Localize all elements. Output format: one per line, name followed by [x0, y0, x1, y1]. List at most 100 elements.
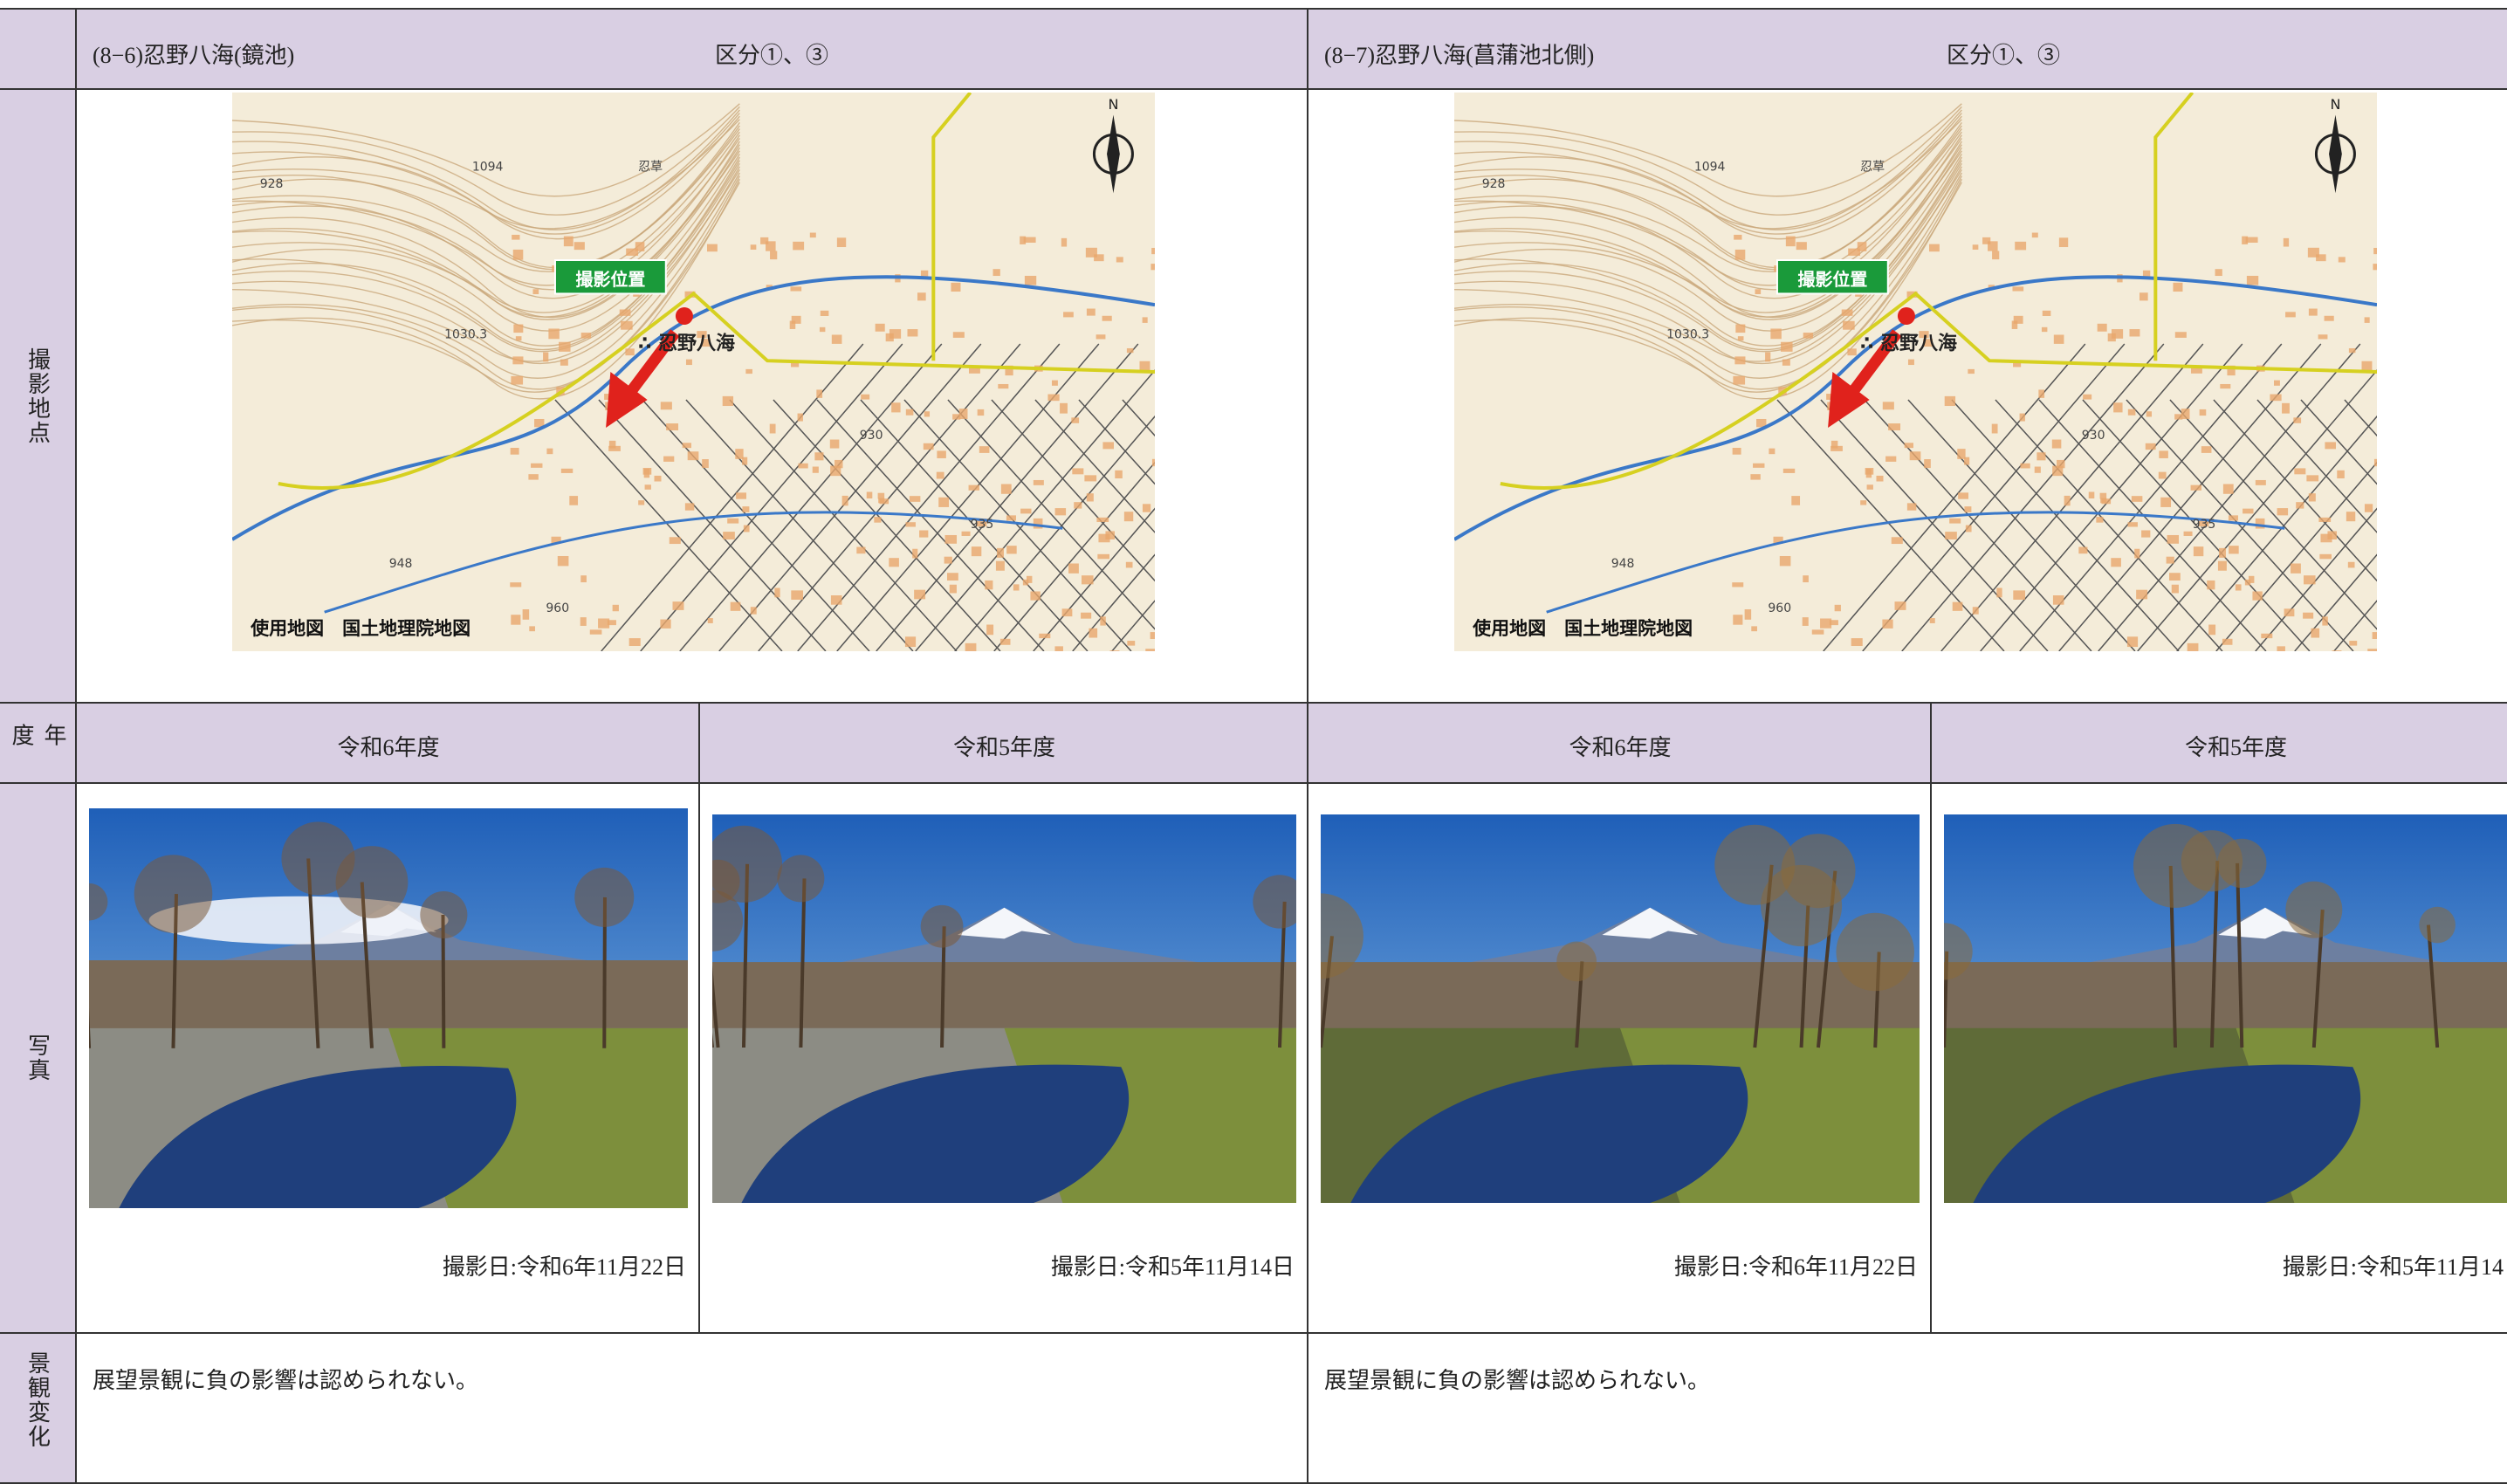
- building: [2304, 575, 2316, 584]
- building: [953, 332, 965, 338]
- building: [2113, 402, 2122, 412]
- building: [580, 575, 587, 582]
- building: [1973, 244, 1979, 250]
- marker-label: 撮影位置: [575, 269, 645, 290]
- building: [1781, 342, 1793, 352]
- building: [2054, 334, 2064, 343]
- building: [2175, 332, 2187, 338]
- map-label: 960: [1768, 601, 1791, 615]
- building: [969, 368, 980, 374]
- building: [626, 249, 638, 256]
- building: [620, 310, 631, 316]
- building: [1780, 556, 1791, 566]
- building: [1071, 417, 1079, 423]
- map-label: 1030.3: [444, 328, 487, 342]
- building: [2346, 512, 2355, 521]
- building: [2222, 639, 2233, 645]
- building: [742, 506, 749, 512]
- building: [609, 441, 615, 449]
- building: [2247, 276, 2258, 285]
- tree-crown: [777, 855, 824, 902]
- building: [2134, 549, 2140, 559]
- marker-label: 撮影位置: [1797, 269, 1867, 290]
- building: [744, 526, 750, 532]
- building: [2325, 442, 2336, 449]
- building: [937, 472, 944, 479]
- remark: 展望景観に負の影響は認められない。: [93, 1363, 478, 1395]
- building: [2348, 562, 2355, 568]
- building: [613, 605, 619, 611]
- site-heading: (8−7)忍野八海(菖蒲池北側): [1324, 38, 1594, 70]
- building: [1145, 649, 1155, 651]
- building: [1783, 469, 1795, 473]
- building: [1063, 312, 1074, 317]
- building: [1953, 602, 1963, 611]
- building: [2136, 590, 2147, 600]
- building: [569, 496, 578, 505]
- building: [798, 464, 807, 469]
- building: [685, 503, 694, 510]
- building: [2064, 496, 2071, 505]
- building: [2042, 327, 2047, 332]
- building: [1735, 325, 1745, 333]
- map-label: 935: [971, 518, 994, 532]
- building: [2373, 632, 2377, 639]
- building: [2207, 581, 2215, 589]
- building: [511, 376, 523, 385]
- tree-crown: [2133, 824, 2217, 908]
- year-label: 令和5年度: [700, 730, 1308, 762]
- site-header: (8−6)忍野八海(鏡池)区分①、③: [77, 10, 1308, 90]
- building: [723, 396, 733, 406]
- map-label: 928: [1482, 177, 1506, 191]
- north: N: [1108, 96, 1118, 113]
- row-label-cell: 撮影地点: [0, 90, 77, 704]
- building: [790, 321, 796, 329]
- building: [945, 535, 958, 544]
- tree-crown: [420, 891, 467, 938]
- map-label: 930: [860, 429, 883, 443]
- building: [972, 546, 981, 556]
- building: [1150, 264, 1155, 270]
- building: [2316, 254, 2326, 261]
- building: [1061, 238, 1067, 247]
- building: [832, 334, 842, 343]
- map-label: 935: [2193, 518, 2216, 532]
- tree-crown: [1714, 825, 1795, 905]
- photo-cell: 撮影日:令和5年11月14日: [700, 784, 1308, 1334]
- building: [1143, 504, 1150, 512]
- building: [1152, 459, 1155, 466]
- building: [2201, 446, 2212, 453]
- building: [774, 587, 780, 597]
- building: [1812, 629, 1824, 634]
- building: [2229, 546, 2239, 553]
- building: [1958, 492, 1968, 498]
- building: [708, 618, 713, 623]
- building: [2309, 493, 2316, 501]
- building: [2219, 548, 2226, 558]
- building: [985, 581, 992, 589]
- building: [2337, 471, 2345, 478]
- map-label: 948: [1611, 557, 1635, 571]
- building: [1945, 396, 1955, 406]
- map-label: 1094: [472, 161, 504, 175]
- building: [2252, 591, 2262, 600]
- building: [2098, 324, 2107, 332]
- building: [654, 476, 661, 482]
- building: [1803, 575, 1809, 582]
- building: [1957, 449, 1965, 459]
- building: [1143, 317, 1148, 323]
- building: [820, 327, 825, 332]
- site-heading: (8−6)忍野八海(鏡池): [93, 38, 294, 70]
- building: [1770, 328, 1781, 339]
- building: [1034, 480, 1044, 485]
- building: [2181, 409, 2190, 419]
- building: [2127, 636, 2138, 647]
- building: [660, 620, 670, 629]
- row-label-cell: 年度: [0, 704, 77, 784]
- building: [1907, 503, 1916, 510]
- year-cell: 令和6年度: [1308, 704, 1932, 784]
- building: [1753, 464, 1764, 468]
- building: [645, 484, 651, 490]
